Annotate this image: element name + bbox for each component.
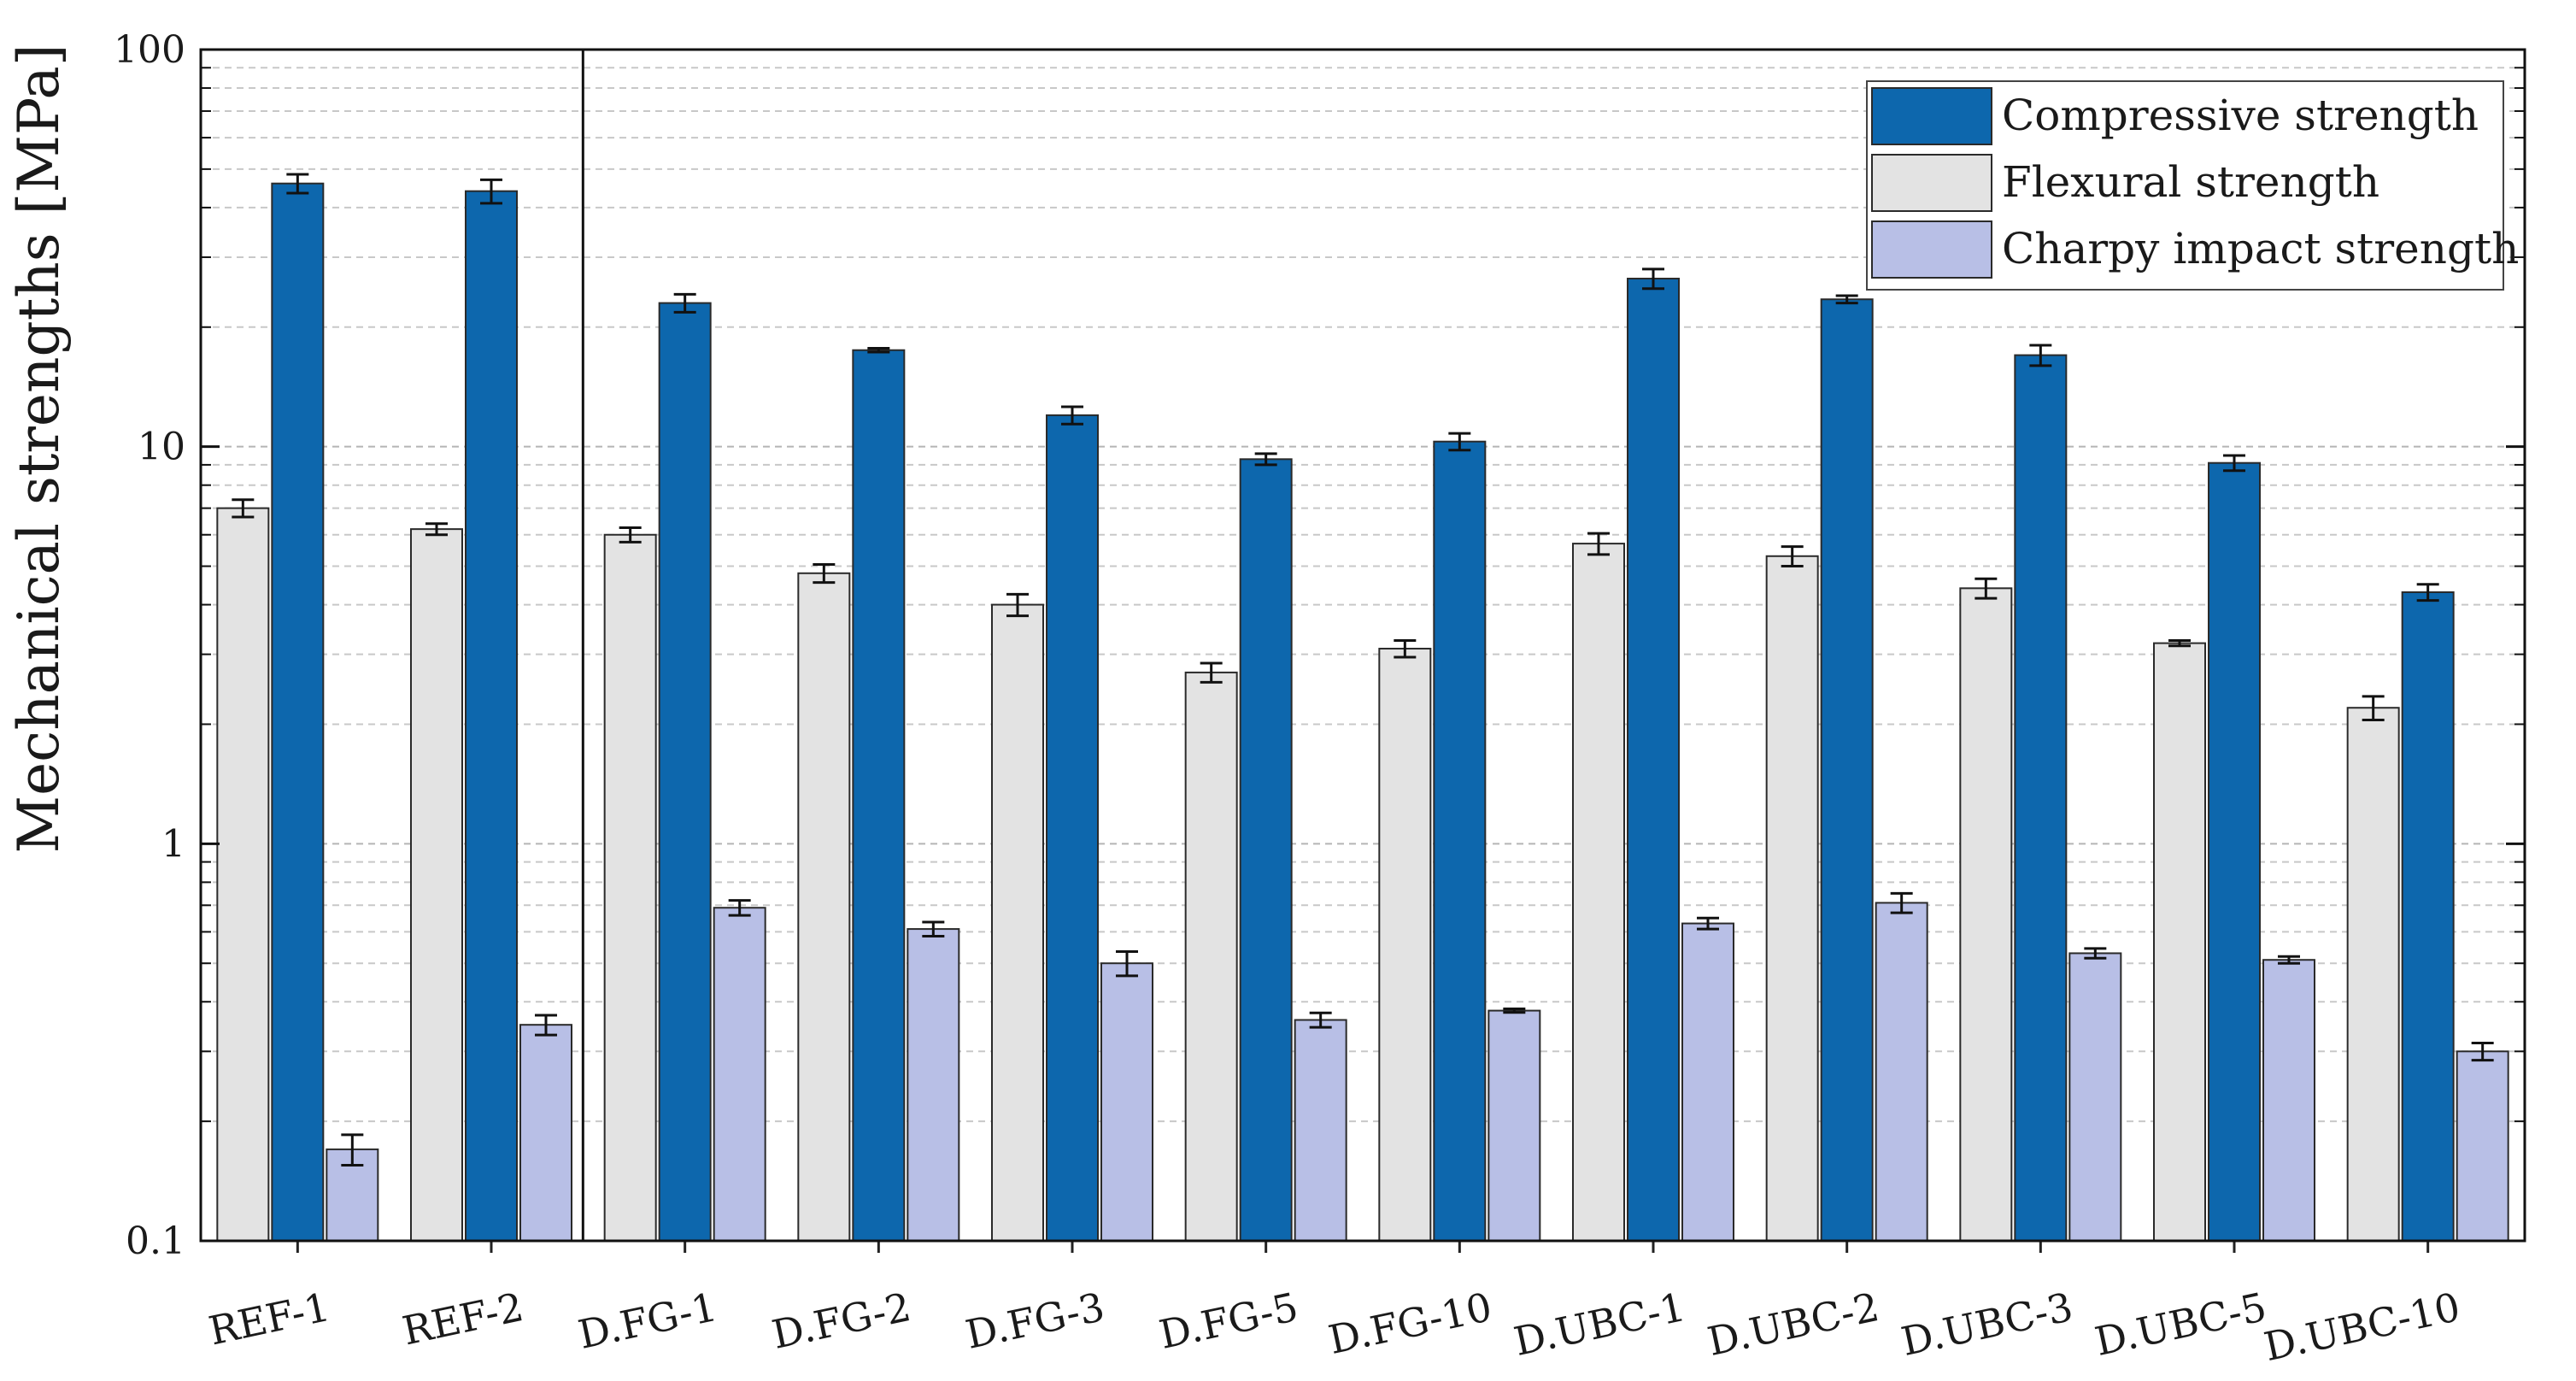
bar-charpy-impact-strength: [1681, 922, 1734, 1243]
bar-flexural-strength: [410, 528, 463, 1242]
bar-flexural-strength: [603, 533, 657, 1242]
bar-flexural-strength: [1378, 648, 1432, 1242]
bar-charpy-impact-strength: [1488, 1009, 1541, 1242]
bar-flexural-strength: [1959, 587, 2013, 1242]
y-tick-label: 1: [161, 822, 185, 866]
bar-charpy-impact-strength: [1100, 962, 1153, 1242]
category-label: D.UBC-2: [1704, 1284, 1883, 1365]
bar-flexural-strength: [1184, 671, 1238, 1242]
axes: [199, 48, 2526, 1253]
y-tick-label: 100: [114, 28, 185, 72]
bar-flexural-strength: [797, 572, 851, 1242]
category-label: D.FG-5: [1155, 1284, 1302, 1358]
category-label: D.UBC-10: [2260, 1284, 2464, 1370]
legend-label: Compressive strength: [2002, 91, 2479, 140]
bar-compressive-strength: [1239, 458, 1293, 1242]
legend-swatch: [1871, 220, 1992, 279]
bar-flexural-strength: [216, 507, 270, 1242]
bar-compressive-strength: [1627, 277, 1680, 1242]
bar-charpy-impact-strength: [907, 928, 960, 1242]
y-tick-label: 0.1: [126, 1219, 185, 1263]
bar-flexural-strength: [1765, 555, 1819, 1242]
bar-compressive-strength: [1433, 440, 1487, 1242]
bar-compressive-strength: [658, 302, 712, 1243]
bar-charpy-impact-strength: [2456, 1050, 2509, 1242]
category-label: D.UBC-1: [1510, 1284, 1689, 1365]
bar-charpy-impact-strength: [2068, 952, 2122, 1242]
legend-swatch: [1871, 154, 1992, 212]
bar-compressive-strength: [465, 190, 518, 1242]
category-label: D.FG-2: [768, 1284, 915, 1358]
bar-compressive-strength: [2401, 591, 2455, 1242]
bar-compressive-strength: [271, 182, 325, 1242]
bar-charpy-impact-strength: [713, 907, 766, 1243]
legend-swatch: [1871, 87, 1992, 145]
category-label: REF-1: [205, 1284, 334, 1355]
bar-compressive-strength: [1046, 414, 1099, 1242]
bar-flexural-strength: [2153, 642, 2206, 1242]
bar-charpy-impact-strength: [2262, 959, 2315, 1242]
bar-charpy-impact-strength: [1294, 1019, 1347, 1242]
category-label: D.FG-10: [1324, 1284, 1495, 1363]
y-tick-label: 10: [138, 426, 185, 469]
category-label: REF-2: [398, 1284, 527, 1355]
bar-flexural-strength: [991, 603, 1044, 1242]
category-label: D.FG-3: [961, 1284, 1108, 1358]
y-axis-title: Mechanical strengths [MPa]: [6, 44, 72, 854]
legend-label: Flexural strength: [2002, 157, 2379, 207]
bar-charpy-impact-strength: [519, 1024, 572, 1242]
bar-flexural-strength: [2346, 707, 2400, 1242]
plot-frame: [199, 48, 2526, 1243]
legend-label: Charpy impact strength: [2002, 224, 2519, 273]
bar-compressive-strength: [852, 349, 906, 1242]
category-label: D.UBC-5: [2091, 1284, 2270, 1365]
category-label: D.UBC-3: [1898, 1284, 2077, 1365]
bar-charpy-impact-strength: [1875, 902, 1928, 1242]
bar-compressive-strength: [2014, 354, 2068, 1243]
bar-compressive-strength: [1820, 298, 1874, 1243]
category-label: D.FG-1: [574, 1284, 721, 1358]
bar-compressive-strength: [2208, 461, 2261, 1242]
bar-flexural-strength: [1572, 543, 1625, 1242]
bars: [216, 173, 2509, 1243]
legend: Compressive strength Flexural strength Cha…: [1866, 80, 2519, 291]
